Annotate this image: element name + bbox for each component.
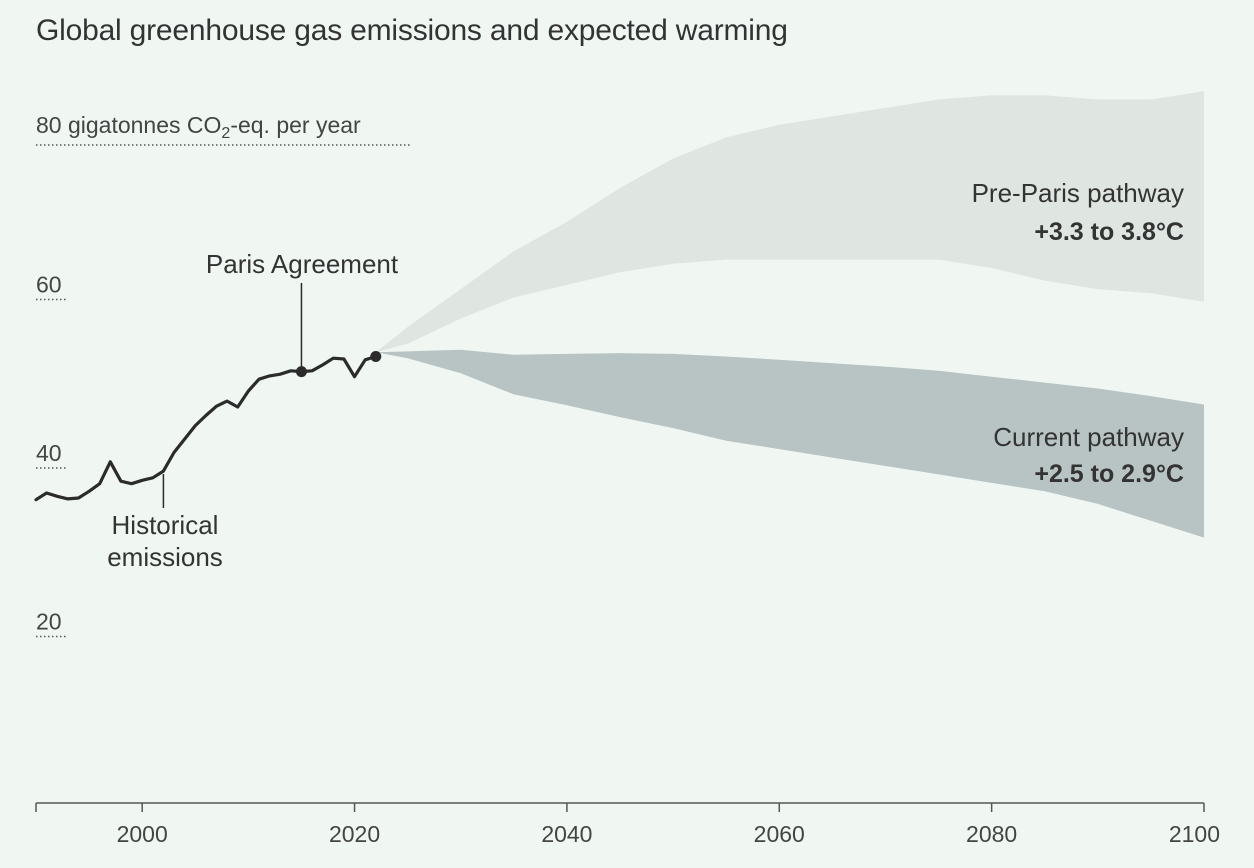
pre-paris-label: Pre-Paris pathway [972,178,1184,208]
current-band [375,349,1204,538]
historical-label-line2: emissions [107,542,223,572]
current-label: Current pathway [993,422,1184,452]
x-tick-label: 2080 [966,821,1017,847]
latest-value-dot [370,350,382,362]
annotations-layer: Pre-Paris pathway +3.3 to 3.8°C Current … [107,178,1184,572]
x-tick-label: 2100 [1169,821,1220,847]
historical-label-line1: Historical [112,510,219,540]
y-axis-unit-label: 80 gigatonnes CO2-eq. per year [36,112,361,142]
paris-agreement-label: Paris Agreement [206,249,399,279]
paris-agreement-dot [295,366,307,378]
x-axis: 2000 2020 2040 2060 2080 2100 [35,802,1220,847]
y-tick-label: 20 [36,609,62,635]
current-range: +2.5 to 2.9°C [1034,460,1184,488]
x-tick-label: 2000 [117,821,168,847]
y-axis: 80 gigatonnes CO2-eq. per year 60 40 20 [36,112,410,638]
historical-line-layer [34,354,378,502]
y-tick-label: 60 [36,272,62,298]
x-tick-label: 2020 [329,821,380,847]
x-tick-label: 2040 [541,821,592,847]
chart-title: Global greenhouse gas emissions and expe… [36,14,788,47]
y-tick-label: 40 [36,440,62,466]
pre-paris-range: +3.3 to 3.8°C [1034,218,1184,246]
historical-emissions-line [34,354,378,502]
x-tick-label: 2060 [754,821,805,847]
bands-layer [375,91,1204,538]
pre-paris-band [375,91,1204,353]
